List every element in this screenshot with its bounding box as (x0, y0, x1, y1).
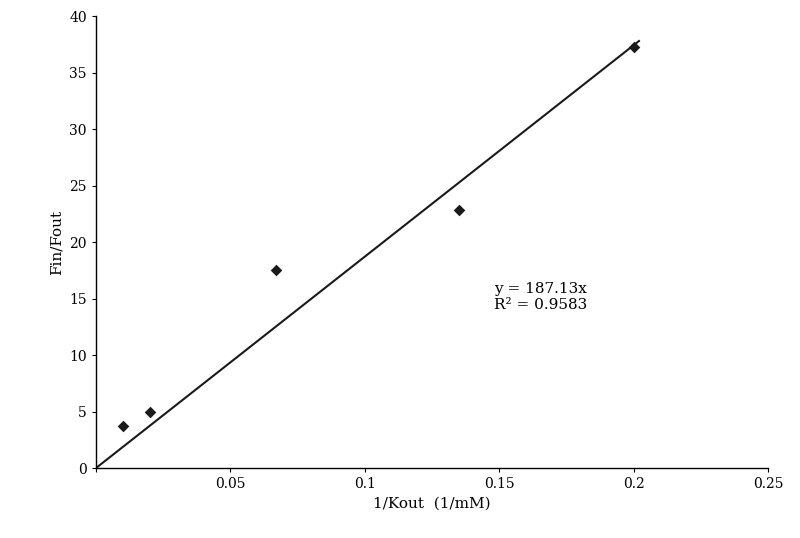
Point (453, 206, 466, 215)
Text: y = 187.13x
R² = 0.9583: y = 187.13x R² = 0.9583 (494, 282, 587, 312)
Point (143, 407, 156, 416)
Y-axis label: Fin/Fout: Fin/Fout (50, 209, 64, 275)
Point (627, 43, 640, 51)
Point (270, 266, 282, 274)
X-axis label: 1/Kout  (1/mM): 1/Kout (1/mM) (373, 497, 491, 511)
Point (117, 422, 130, 430)
